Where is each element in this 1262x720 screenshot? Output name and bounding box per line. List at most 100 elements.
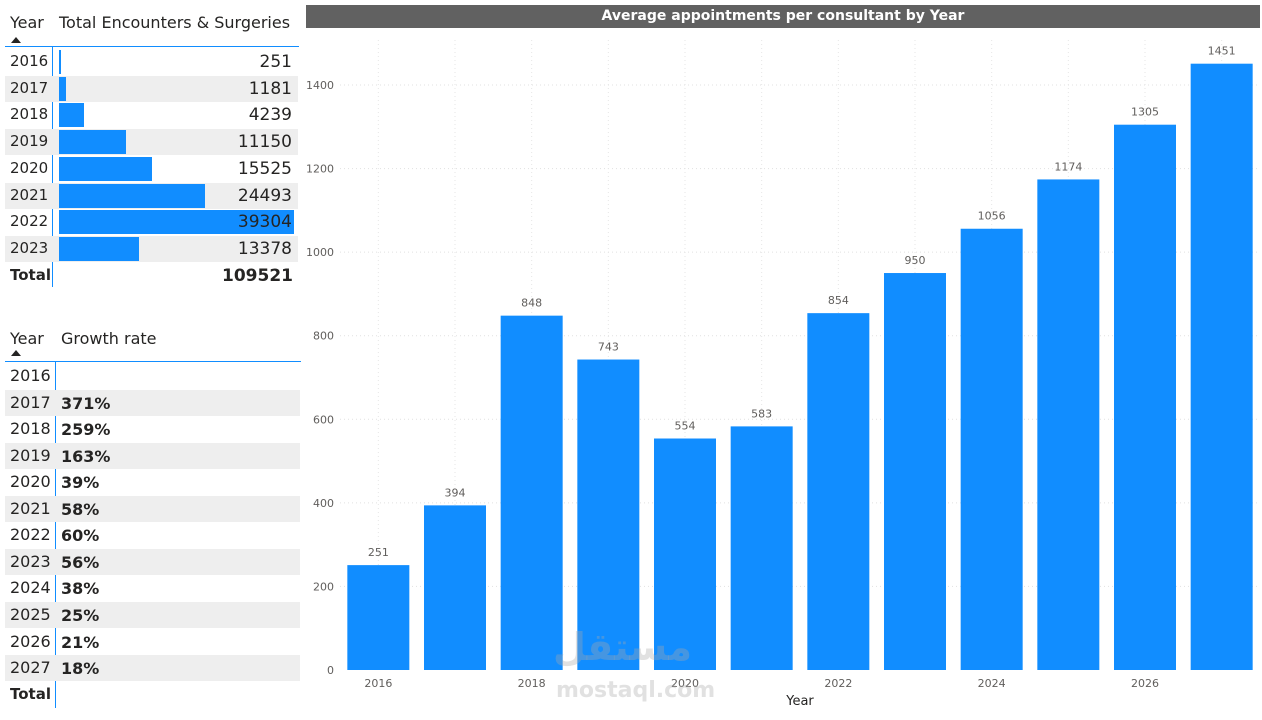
row-growth-value: 25%: [61, 605, 100, 625]
y-tick-label: 0: [327, 664, 334, 677]
encounters-year-header[interactable]: Year: [10, 13, 44, 32]
bar: [807, 313, 870, 670]
table-row[interactable]: 2018 4239: [5, 102, 298, 128]
encounters-value-header[interactable]: Total Encounters & Surgeries: [59, 13, 291, 32]
table-row[interactable]: 2020 39%: [5, 469, 300, 495]
x-tick-label: 2022: [824, 677, 852, 690]
table-row[interactable]: 2016 251: [5, 49, 298, 75]
data-label: 394: [445, 486, 466, 499]
row-year: 2022: [10, 212, 49, 231]
bar: [577, 359, 640, 670]
row-year: 2023: [10, 238, 49, 257]
bar: [347, 565, 410, 670]
row-growth-value: 56%: [61, 552, 100, 572]
bar: [654, 438, 716, 670]
data-bar: [59, 210, 294, 235]
y-tick-label: 1400: [306, 79, 334, 92]
bar: [960, 228, 1023, 670]
x-axis-title: Year: [785, 694, 814, 709]
bar: [730, 426, 793, 670]
x-tick-label: 2020: [671, 677, 699, 690]
data-bar: [59, 183, 206, 208]
table-row[interactable]: 2018 259%: [5, 416, 300, 442]
table-row[interactable]: 2024 38%: [5, 575, 300, 601]
data-bar: [59, 103, 85, 128]
row-value: 39304: [237, 212, 292, 233]
row-growth-value: 371%: [61, 393, 111, 413]
row-year: 2025: [10, 604, 51, 624]
data-bar: [59, 236, 139, 261]
header-divider: [5, 361, 301, 362]
row-year: 2018: [10, 419, 51, 439]
data-label: 583: [751, 407, 772, 420]
data-label: 251: [368, 546, 389, 559]
row-growth-value: 38%: [61, 579, 100, 599]
row-value: 1181: [248, 78, 292, 99]
row-growth-value: 60%: [61, 526, 100, 546]
table-row[interactable]: 2017 1181: [5, 75, 298, 102]
row-year: 2027: [10, 658, 51, 678]
row-growth-value: 163%: [61, 446, 111, 466]
column-divider: [55, 362, 56, 708]
row-year: 2023: [10, 551, 51, 571]
x-tick-label: 2024: [978, 677, 1006, 690]
table-row[interactable]: 2016: [5, 363, 300, 389]
table-row[interactable]: 2025 25%: [5, 601, 300, 628]
table-row[interactable]: 2026 21%: [5, 629, 300, 655]
table-row[interactable]: 2022 60%: [5, 522, 300, 548]
data-label: 743: [598, 341, 619, 354]
watermark-logo: مستقل: [553, 625, 692, 669]
table-row[interactable]: 2019 163%: [5, 442, 300, 469]
sort-ascending-icon[interactable]: [11, 350, 21, 356]
table-row[interactable]: 2023 56%: [5, 548, 300, 575]
data-label: 1451: [1208, 45, 1236, 58]
table-row[interactable]: 2021 58%: [5, 495, 300, 522]
row-value: 11150: [237, 132, 292, 153]
x-tick-label: 2016: [364, 677, 392, 690]
table-row[interactable]: 2019 11150: [5, 129, 298, 156]
x-tick-label: 2026: [1131, 677, 1159, 690]
table-row[interactable]: 2017 371%: [5, 389, 300, 416]
row-year: 2017: [10, 78, 49, 97]
data-bar: [59, 156, 152, 181]
table-row[interactable]: 2022 39304: [5, 209, 298, 235]
data-label: 1056: [978, 210, 1006, 223]
row-year: 2021: [10, 185, 49, 204]
data-label: 854: [828, 294, 849, 307]
row-year: 2017: [10, 392, 51, 412]
x-tick-label: 2018: [518, 677, 546, 690]
row-year: 2022: [10, 525, 51, 545]
table-row[interactable]: 2023 13378: [5, 235, 298, 262]
encounters-total-label: Total: [10, 266, 51, 284]
data-label: 554: [675, 420, 696, 433]
row-growth-value: 18%: [61, 659, 100, 679]
growth-value-header[interactable]: Growth rate: [61, 329, 157, 348]
row-year: 2019: [10, 445, 51, 465]
growth-year-header[interactable]: Year: [10, 329, 44, 348]
data-bar: [59, 76, 67, 101]
row-value: 13378: [237, 238, 292, 259]
row-year: 2024: [10, 578, 51, 598]
row-value: 15525: [237, 158, 292, 179]
bar: [500, 315, 563, 670]
row-year: 2020: [10, 472, 51, 492]
data-label: 848: [521, 297, 542, 310]
table-row[interactable]: 2021 24493: [5, 182, 298, 209]
row-value: 251: [259, 52, 292, 72]
table-row[interactable]: 2027 18%: [5, 655, 300, 682]
y-tick-label: 1000: [306, 246, 334, 259]
data-label: 1305: [1131, 106, 1159, 119]
row-year: 2026: [10, 631, 51, 651]
bar: [1114, 124, 1176, 671]
table-row[interactable]: 2020 15525: [5, 156, 298, 182]
bar: [1190, 63, 1253, 671]
sort-ascending-icon[interactable]: [11, 37, 21, 43]
bar: [884, 273, 946, 670]
y-tick-label: 1200: [306, 163, 334, 176]
row-growth-value: 39%: [61, 473, 100, 493]
row-year: 2016: [10, 52, 49, 70]
chart-title-bar: [306, 5, 1260, 28]
header-divider: [5, 46, 299, 47]
y-tick-label: 200: [313, 580, 334, 593]
row-year: 2018: [10, 105, 49, 124]
